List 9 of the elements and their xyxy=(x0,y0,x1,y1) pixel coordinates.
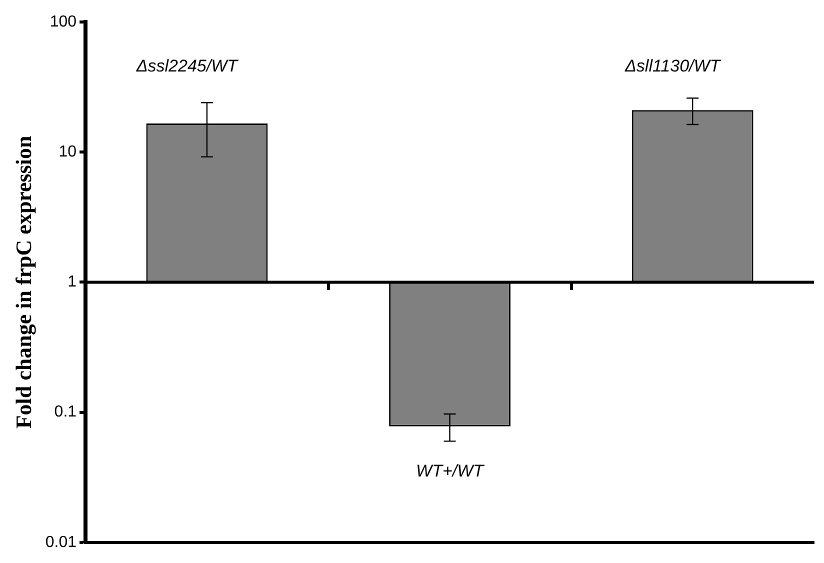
y-tick-label: 0.01 xyxy=(45,534,77,551)
y-axis-title: Fold change in frpC expression xyxy=(10,136,36,429)
annotation: WT+/WT xyxy=(416,461,486,480)
annotation: Δssl2245/WT xyxy=(135,56,240,76)
y-tick-label: 1 xyxy=(68,274,77,291)
y-tick-label: 0.1 xyxy=(54,404,77,421)
annotation: Δsll1130/WT xyxy=(624,56,722,76)
y-tick-label: 10 xyxy=(58,144,77,161)
y-tick-label: 100 xyxy=(50,13,77,30)
